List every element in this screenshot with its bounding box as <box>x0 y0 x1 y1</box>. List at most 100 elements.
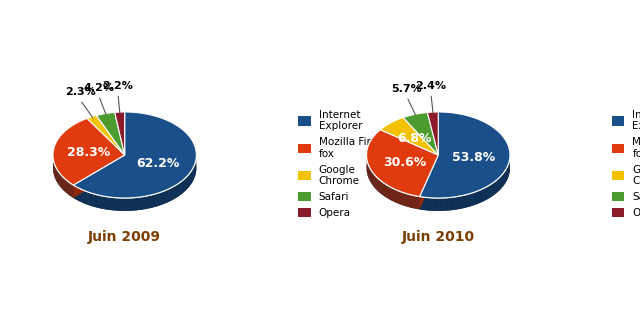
Polygon shape <box>87 118 125 168</box>
Polygon shape <box>140 197 141 210</box>
Polygon shape <box>412 195 413 208</box>
Polygon shape <box>83 190 84 203</box>
Polygon shape <box>102 196 103 209</box>
Polygon shape <box>367 130 438 197</box>
Text: 62.2%: 62.2% <box>136 157 179 170</box>
Text: 30.6%: 30.6% <box>383 156 426 169</box>
Polygon shape <box>380 130 438 168</box>
Polygon shape <box>403 113 438 155</box>
Polygon shape <box>77 187 79 201</box>
Polygon shape <box>111 197 113 210</box>
Polygon shape <box>435 198 436 211</box>
Polygon shape <box>170 188 172 201</box>
Polygon shape <box>493 182 495 195</box>
Polygon shape <box>148 195 149 209</box>
Polygon shape <box>144 196 145 209</box>
Polygon shape <box>98 195 99 208</box>
Polygon shape <box>134 197 136 210</box>
Polygon shape <box>420 112 510 198</box>
Polygon shape <box>163 191 164 204</box>
Polygon shape <box>428 112 438 155</box>
Polygon shape <box>183 179 184 193</box>
Polygon shape <box>471 193 472 206</box>
Polygon shape <box>470 193 471 206</box>
Polygon shape <box>85 191 86 204</box>
Polygon shape <box>162 191 163 205</box>
Polygon shape <box>433 198 434 211</box>
Polygon shape <box>137 197 138 210</box>
Polygon shape <box>417 196 418 209</box>
Polygon shape <box>106 197 108 210</box>
Text: 4.2%: 4.2% <box>83 83 114 93</box>
Polygon shape <box>447 197 449 210</box>
Legend: Internet
Explorer, Mozilla Fire-
fox, Google
Chrome, Safari, Opera: Internet Explorer, Mozilla Fire- fox, Go… <box>294 106 385 222</box>
Polygon shape <box>150 195 152 208</box>
Polygon shape <box>487 186 488 199</box>
Polygon shape <box>74 155 125 198</box>
Polygon shape <box>462 195 463 209</box>
Polygon shape <box>125 198 127 211</box>
Polygon shape <box>415 196 417 209</box>
Polygon shape <box>432 198 433 211</box>
Polygon shape <box>82 189 83 203</box>
Polygon shape <box>472 193 473 206</box>
Polygon shape <box>147 196 148 209</box>
Polygon shape <box>89 192 90 206</box>
Polygon shape <box>109 197 110 210</box>
Polygon shape <box>169 188 170 202</box>
Polygon shape <box>115 113 125 168</box>
Polygon shape <box>87 116 125 155</box>
Polygon shape <box>53 118 125 185</box>
Polygon shape <box>53 118 125 185</box>
Polygon shape <box>157 193 158 206</box>
Polygon shape <box>87 118 125 168</box>
Polygon shape <box>426 197 427 210</box>
Polygon shape <box>186 177 187 190</box>
Polygon shape <box>127 198 129 211</box>
Polygon shape <box>86 192 88 205</box>
Polygon shape <box>380 117 438 155</box>
Polygon shape <box>149 195 150 208</box>
Polygon shape <box>428 197 429 210</box>
Polygon shape <box>74 112 196 198</box>
Polygon shape <box>185 177 186 191</box>
Polygon shape <box>429 198 431 211</box>
Polygon shape <box>411 195 412 208</box>
Text: Juin 2010: Juin 2010 <box>402 230 475 244</box>
Text: 53.8%: 53.8% <box>452 151 495 164</box>
Polygon shape <box>421 197 422 210</box>
Polygon shape <box>138 197 140 210</box>
Polygon shape <box>87 116 125 155</box>
Polygon shape <box>182 180 183 194</box>
Polygon shape <box>424 197 426 210</box>
Polygon shape <box>436 198 438 211</box>
Polygon shape <box>460 196 461 209</box>
Polygon shape <box>458 196 460 209</box>
Polygon shape <box>84 190 85 204</box>
Polygon shape <box>130 198 131 211</box>
Polygon shape <box>454 197 455 210</box>
Polygon shape <box>180 182 181 195</box>
Polygon shape <box>403 113 438 155</box>
Polygon shape <box>117 198 118 211</box>
Polygon shape <box>131 198 132 211</box>
Polygon shape <box>92 193 93 206</box>
Polygon shape <box>489 185 490 198</box>
Polygon shape <box>97 116 125 168</box>
Polygon shape <box>479 190 481 203</box>
Text: 2.4%: 2.4% <box>415 81 447 91</box>
Polygon shape <box>410 195 411 208</box>
Polygon shape <box>420 155 438 210</box>
Text: 28.3%: 28.3% <box>67 146 111 159</box>
Polygon shape <box>167 189 168 203</box>
Polygon shape <box>152 194 153 208</box>
Polygon shape <box>403 117 438 168</box>
Text: 6.8%: 6.8% <box>397 132 432 145</box>
Polygon shape <box>164 190 166 204</box>
Polygon shape <box>100 196 102 209</box>
Polygon shape <box>367 130 438 197</box>
Polygon shape <box>443 198 444 211</box>
Polygon shape <box>122 198 123 211</box>
Polygon shape <box>97 116 125 168</box>
Polygon shape <box>423 197 424 210</box>
